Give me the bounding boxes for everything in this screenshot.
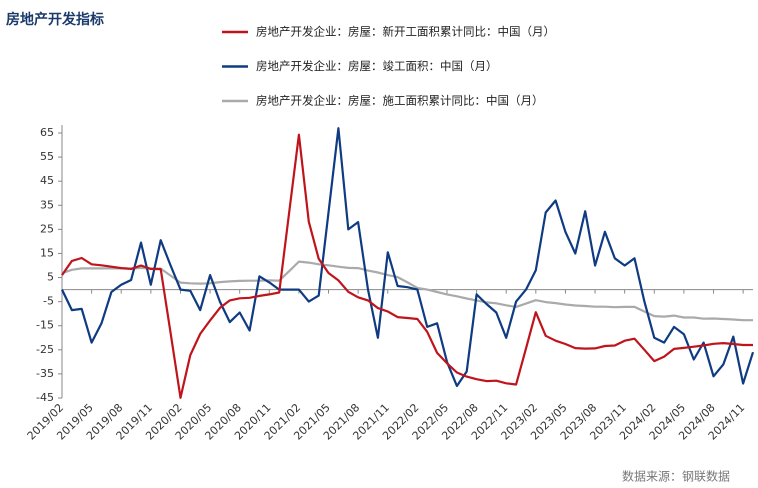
- source: 数据来源：钢联数据: [622, 469, 730, 484]
- series-line: [61, 133, 753, 399]
- y-tick-label: 65: [40, 126, 54, 139]
- y-tick-label: -45: [36, 391, 54, 404]
- y-tick-label: 5: [47, 271, 54, 284]
- y-tick-label: -35: [36, 367, 54, 380]
- y-tick-label: 35: [40, 198, 54, 211]
- legend-label: 房地产开发企业：房屋：竣工面积：中国（月）: [256, 59, 498, 73]
- series-line: [61, 260, 753, 322]
- legend-label: 房地产开发企业：房屋：新开工面积累计同比：中国（月）: [256, 25, 555, 39]
- y-tick-label: -25: [36, 343, 54, 356]
- y-tick-label: -5: [43, 295, 54, 308]
- chart-title: 房地产开发指标: [6, 11, 104, 28]
- y-tick-label: 15: [40, 246, 54, 259]
- y-tick-label: 45: [40, 174, 54, 187]
- y-tick-label: 55: [40, 150, 54, 163]
- y-tick-label: 25: [40, 222, 54, 235]
- legend-label: 房地产开发企业：房屋：施工面积累计同比：中国（月）: [256, 94, 544, 108]
- y-tick-label: -15: [36, 319, 54, 332]
- series-line: [61, 127, 755, 388]
